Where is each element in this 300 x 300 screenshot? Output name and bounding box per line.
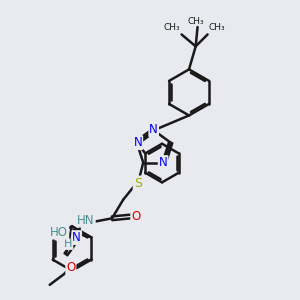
- Text: HN: HN: [77, 214, 95, 227]
- Text: CH₃: CH₃: [164, 23, 180, 32]
- Text: O: O: [131, 210, 140, 223]
- Text: H: H: [64, 239, 73, 249]
- Text: CH₃: CH₃: [188, 16, 204, 26]
- Text: HO: HO: [50, 226, 68, 238]
- Text: N: N: [72, 231, 81, 244]
- Text: O: O: [66, 261, 76, 274]
- Text: N: N: [149, 123, 158, 136]
- Text: N: N: [134, 136, 142, 149]
- Text: S: S: [134, 176, 142, 190]
- Text: CH₃: CH₃: [209, 23, 225, 32]
- Text: N: N: [159, 156, 167, 169]
